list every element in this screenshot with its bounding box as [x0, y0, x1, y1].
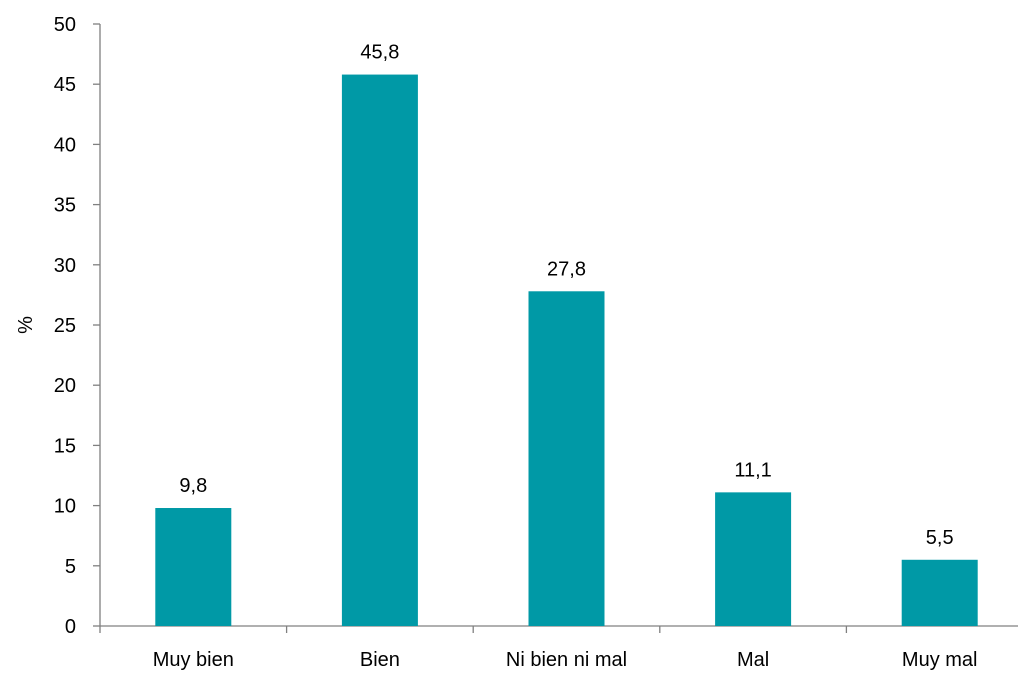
- y-tick-label: 15: [54, 435, 76, 457]
- x-category-label: Bien: [360, 649, 400, 671]
- bar-value-label: 9,8: [179, 475, 207, 497]
- y-tick-label: 10: [54, 496, 76, 518]
- y-tick-label: 30: [54, 255, 76, 277]
- bars: [155, 74, 978, 627]
- bar-value-label: 27,8: [547, 258, 586, 280]
- y-tick-label: 0: [65, 616, 76, 638]
- y-tick-label: 35: [54, 195, 76, 217]
- data-labels: 9,8 45,8 27,8 11,1 5,5: [179, 42, 953, 549]
- bar: [901, 559, 978, 626]
- y-tick-label: 5: [65, 556, 76, 578]
- x-category-label: Mal: [737, 649, 769, 671]
- bar: [155, 508, 232, 626]
- bar-value-label: 11,1: [734, 459, 771, 481]
- y-tick-label: 20: [54, 375, 76, 397]
- x-category-label: Muy mal: [902, 649, 978, 671]
- x-category-label: Ni bien ni mal: [506, 649, 627, 671]
- y-axis-title: %: [15, 316, 37, 334]
- bar: [341, 74, 418, 627]
- x-category-label: Muy bien: [153, 649, 234, 671]
- y-tick-label: 45: [54, 74, 76, 96]
- y-axis: 0 5 10 15 20 25 30 35 40 45 50: [54, 14, 101, 638]
- bar-value-label: 45,8: [360, 42, 399, 64]
- y-tick-label: 40: [54, 134, 76, 156]
- bar: [715, 492, 792, 626]
- y-tick-label: 50: [54, 14, 76, 36]
- bar-value-label: 5,5: [926, 527, 954, 549]
- y-tick-label: 25: [54, 315, 76, 337]
- bar: [528, 291, 605, 626]
- x-axis: Muy bien Bien Ni bien ni mal Mal Muy mal: [99, 625, 1018, 671]
